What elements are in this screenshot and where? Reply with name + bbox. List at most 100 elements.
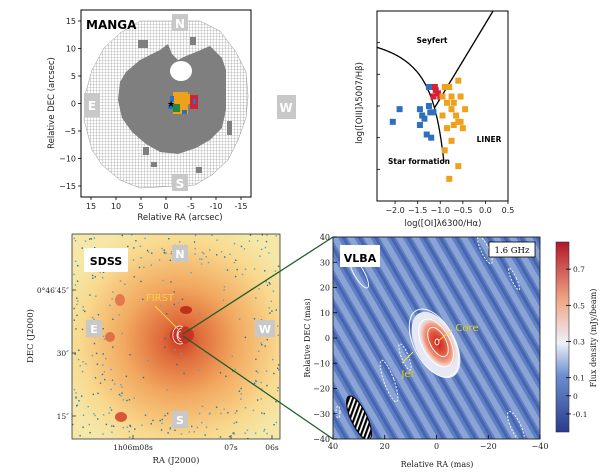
sdss-noise-pixel xyxy=(241,273,244,276)
sdss-noise-pixel xyxy=(200,263,203,265)
sdss-noise-pixel xyxy=(134,428,136,430)
sdss-noise-pixel xyxy=(169,427,172,429)
sdss-noise-pixel xyxy=(225,375,227,378)
sdss-noise-pixel xyxy=(255,358,257,360)
vlba-contours-positive xyxy=(349,257,460,378)
sdss-noise-pixel xyxy=(81,247,83,249)
sdss-noise-pixel xyxy=(142,376,145,379)
svg-text:E: E xyxy=(90,323,98,336)
sdss-noise-pixel xyxy=(244,432,246,434)
sdss-noise-pixel xyxy=(275,421,278,424)
sdss-noise-pixel xyxy=(133,276,135,278)
sdss-noise-pixel xyxy=(255,380,258,383)
sdss-noise-pixel xyxy=(201,422,203,424)
manga-panel: ★ MANGA N S E W 15 10 5 0 -5 -10 -15 15 10 5 0 −5 −1… xyxy=(47,9,296,223)
vlba-xtick-label: −20 xyxy=(480,442,497,451)
sdss-noise-pixel xyxy=(265,370,268,372)
manga-sf-spaxels xyxy=(170,96,174,102)
sdss-noise-pixel xyxy=(75,328,77,330)
manga-ytick-label: 0 xyxy=(71,100,76,109)
sdss-noise-pixel xyxy=(118,393,121,396)
sdss-noise-pixel xyxy=(93,342,96,345)
sdss-noise-pixel xyxy=(138,266,141,269)
sdss-noise-pixel xyxy=(113,383,116,385)
manga-compass-n: N xyxy=(172,14,188,31)
vlba-ytick-label: −10 xyxy=(313,359,330,368)
sdss-source xyxy=(289,255,295,261)
sdss-noise-pixel xyxy=(103,371,106,373)
sdss-noise-pixel xyxy=(133,247,135,249)
sdss-noise-pixel xyxy=(111,425,113,427)
vlba-jet-label: Jet xyxy=(400,369,414,380)
bpt-point-liner xyxy=(444,99,451,106)
sdss-noise-pixel xyxy=(129,354,131,356)
sdss-noise-pixel xyxy=(101,373,104,376)
sdss-noise-pixel xyxy=(233,422,235,424)
vlba-beam xyxy=(346,395,372,439)
sdss-noise-pixel xyxy=(240,398,242,400)
sdss-noise-pixel xyxy=(179,241,181,243)
manga-xtick-label: -5 xyxy=(187,202,195,211)
manga-xtick-label: 10 xyxy=(111,202,121,211)
manga-blob xyxy=(138,40,148,48)
bpt-point-liner xyxy=(446,84,453,90)
sdss-noise-pixel xyxy=(234,275,237,278)
sdss-noise-pixel xyxy=(246,429,249,431)
sdss-noise-pixel xyxy=(244,406,247,409)
bpt-point-liner xyxy=(446,175,453,182)
svg-text:W: W xyxy=(279,101,292,115)
svg-text:S: S xyxy=(176,414,184,427)
sdss-noise-pixel xyxy=(76,280,79,282)
bpt-point-liner xyxy=(439,112,446,119)
sdss-noise-pixel xyxy=(113,425,115,427)
vlba-frequency-box xyxy=(488,241,536,258)
bpt-point-liner xyxy=(439,93,446,100)
sdss-noise-pixel xyxy=(118,314,120,316)
sdss-noise-pixel xyxy=(94,276,96,278)
sdss-noise-pixel xyxy=(112,346,114,348)
svg-text:N: N xyxy=(175,248,184,261)
vlba-xlabel: Relative RA (mas) xyxy=(401,460,474,469)
sdss-noise-pixel xyxy=(238,318,241,320)
sdss-noise-pixel xyxy=(128,436,131,438)
bpt-point-star-formation xyxy=(416,106,423,113)
sdss-noise-pixel xyxy=(261,412,263,414)
sdss-noise-pixel xyxy=(89,432,91,434)
sdss-noise-pixel xyxy=(143,266,145,269)
sdss-noise-pixel xyxy=(163,251,166,254)
sdss-noise-pixel xyxy=(108,412,110,414)
sdss-noise-pixel xyxy=(270,300,273,302)
bpt-point-liner xyxy=(455,163,462,170)
bpt-point-star-formation xyxy=(423,131,430,138)
sdss-noise-pixel xyxy=(124,283,126,286)
bpt-xtick-label: −0.5 xyxy=(453,206,472,215)
sdss-noise-pixel xyxy=(96,363,99,365)
manga-center-star: ★ xyxy=(167,100,175,110)
first-contours xyxy=(172,325,184,345)
sdss-noise-pixel xyxy=(174,349,176,351)
bpt-xtick-label: 0.5 xyxy=(502,206,515,215)
sdss-noise-pixel xyxy=(233,242,236,245)
sdss-noise-pixel xyxy=(76,405,78,407)
sdss-noise-pixel xyxy=(235,259,237,261)
sdss-noise-pixel xyxy=(264,270,266,272)
bpt-point-seyfert xyxy=(430,93,437,100)
sdss-noise-pixel xyxy=(223,286,226,288)
sdss-noise-pixel xyxy=(255,380,257,382)
bpt-point-star-formation xyxy=(421,115,428,122)
sdss-noise-pixel xyxy=(232,432,234,434)
sdss-noise-pixel xyxy=(132,259,135,261)
sdss-noise-pixel xyxy=(258,288,260,290)
sdss-noise-pixel xyxy=(272,358,274,361)
manga-ytick-label: 5 xyxy=(71,72,76,81)
sdss-noise-pixel xyxy=(94,247,96,249)
sdss-noise-pixel xyxy=(160,429,163,431)
vlba-ytick-label: −40 xyxy=(313,435,330,444)
sdss-noise-pixel xyxy=(121,386,123,388)
sdss-noise-pixel xyxy=(121,332,124,335)
bpt-sf-demarcation-curve xyxy=(376,46,445,162)
sdss-noise-pixel xyxy=(240,387,242,390)
sdss-noise-pixel xyxy=(257,240,259,242)
sdss-noise-pixel xyxy=(194,234,197,237)
